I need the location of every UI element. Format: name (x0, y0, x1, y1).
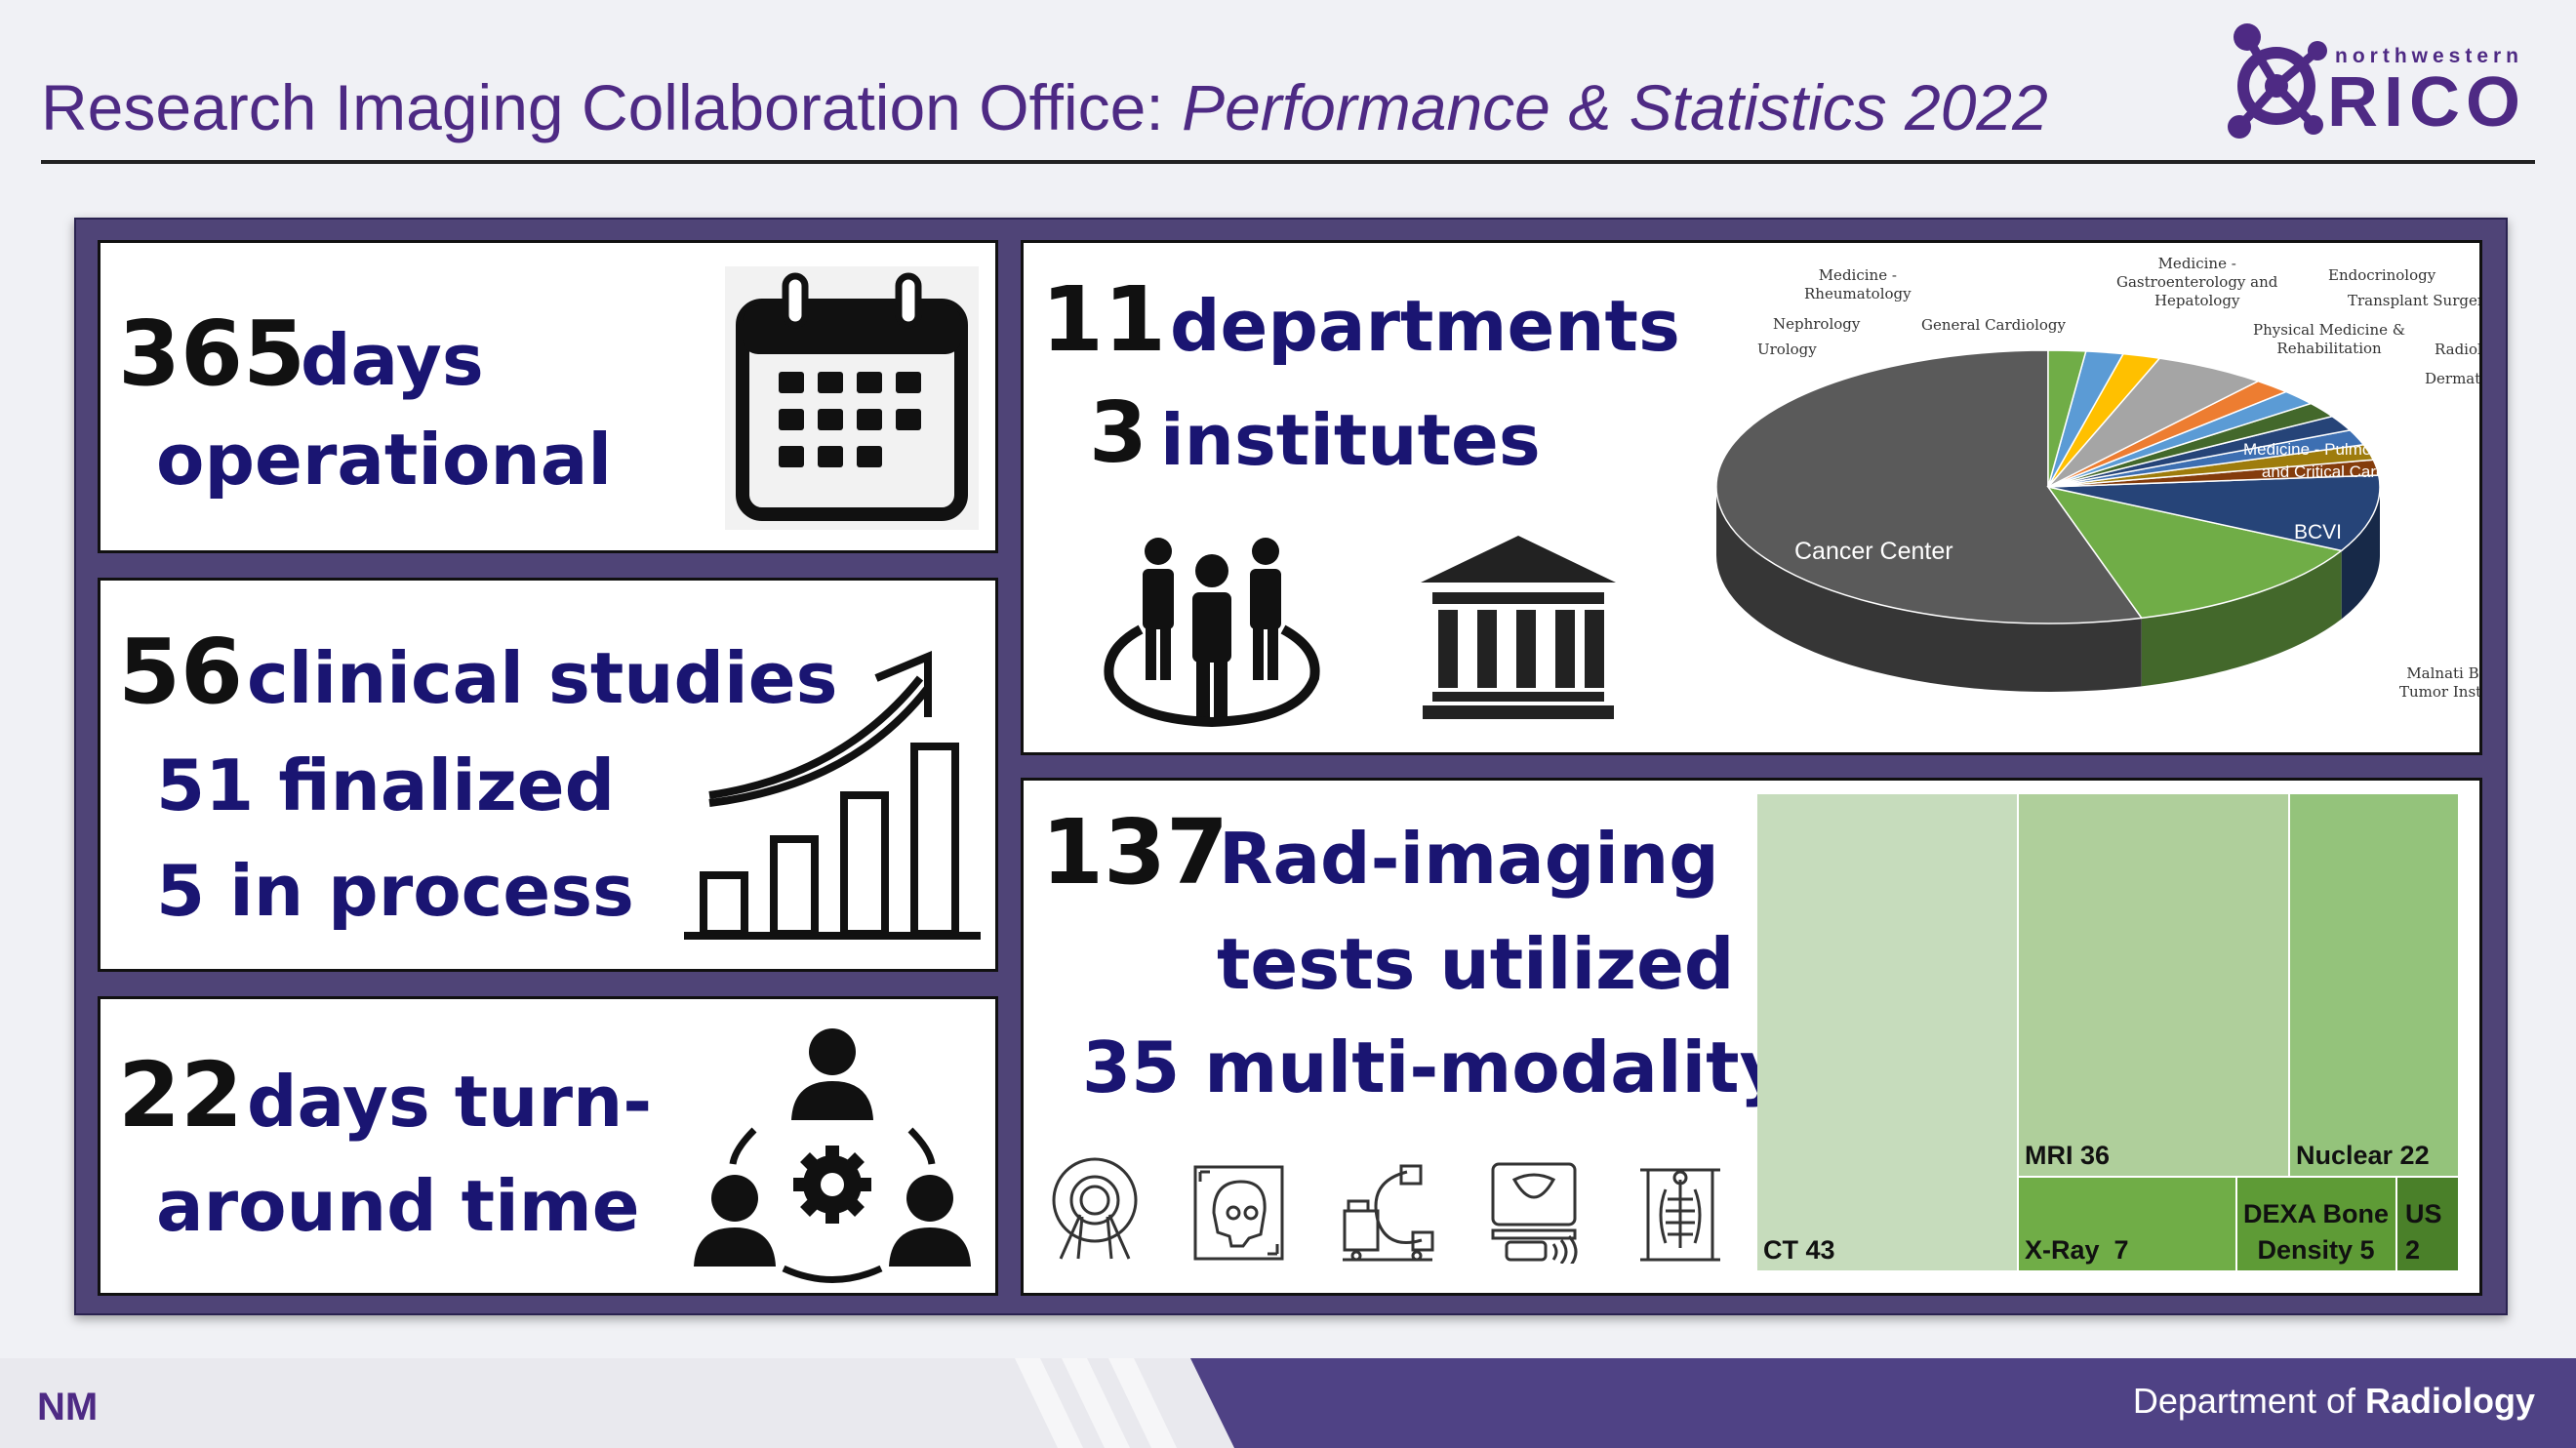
title-plain: Research Imaging Collaboration Office: (41, 71, 1183, 143)
studies-label: clinical studies (247, 637, 838, 719)
days-operational-card: 365 days operational (98, 240, 998, 553)
operational-label: operational (156, 419, 613, 501)
title-divider (41, 160, 2535, 164)
pie-slice-13 (2047, 349, 2087, 488)
turnaround-card: 22 days turn- around time (98, 996, 998, 1296)
department-name: Department of Radiology (2133, 1381, 2535, 1422)
treemap-dexa: DEXA Bone Density 5 (2237, 1178, 2397, 1272)
label-rheumatology: Medicine - Rheumatology (1804, 266, 1912, 302)
stats-panel: 365 days operational 56 clinical studies… (74, 218, 2508, 1315)
department-bold: Radiology (2364, 1381, 2535, 1421)
departments-number: 11 (1041, 267, 1167, 372)
treemap-ct: CT 43 (1757, 794, 2019, 1272)
label-radiology: Radiology (2435, 341, 2482, 358)
finalized-label: 51 finalized (156, 744, 616, 826)
treemap-ct-label: CT 43 (1763, 1235, 1835, 1265)
imaging-label-3: 35 multi-modality (1082, 1026, 1786, 1108)
turnaround-number: 22 (118, 1043, 244, 1147)
modality-icons (1041, 1156, 1724, 1273)
chest-xray-icon (1640, 1168, 1720, 1262)
label-transplant: Transplant Surgery (2348, 292, 2482, 309)
c-arm-icon (1343, 1164, 1434, 1262)
treemap-xray-label: X-Ray 7 (2025, 1235, 2129, 1265)
imaging-label-1: Rad-imaging (1219, 818, 1719, 900)
logo-sub: northwestern (2335, 45, 2524, 67)
logo-main: RICO (2327, 63, 2526, 141)
label-cancer: Cancer Center (1794, 538, 1953, 565)
in-process-label: 5 in process (156, 850, 634, 932)
treemap-mri: MRI 36 (2019, 794, 2290, 1178)
imaging-label-2: tests utilized (1217, 923, 1735, 1005)
growth-chart-icon (684, 651, 981, 940)
treemap-mri-label: MRI 36 (2025, 1141, 2111, 1170)
ultrasound-icon (1491, 1162, 1578, 1264)
team-gear-icon (694, 1028, 971, 1283)
footer (0, 1358, 2576, 1448)
people-group-icon (1104, 538, 1320, 727)
turnaround-label-1: days turn- (247, 1061, 653, 1143)
departments-label: departments (1170, 285, 1680, 367)
label-pulmonary: Medicine - Pulmonary and Critical Care (2243, 440, 2404, 481)
label-gastro: Medicine - Gastroenterology and Hepatolo… (2116, 255, 2278, 309)
departments-card: 11 departments 3 institutes Medicine - R… (1021, 240, 2482, 755)
pie-slice-2 (2047, 474, 2381, 552)
treemap-us: US 2 (2397, 1178, 2460, 1272)
label-nephrology: Nephrology (1773, 315, 1861, 333)
treemap-xray: X-Ray 7 (2019, 1178, 2237, 1272)
pie-slice-0 (1715, 349, 2144, 624)
label-cardiology: General Cardiology (1921, 316, 2067, 334)
label-dermatology: Dermatology (2425, 370, 2481, 387)
institutes-label: institutes (1160, 399, 1541, 481)
studies-number: 56 (118, 620, 244, 724)
turnaround-label-2: around time (156, 1165, 640, 1247)
institutes-number: 3 (1089, 384, 1147, 482)
treemap-nuclear-label: Nuclear 22 (2296, 1141, 2430, 1170)
skull-xray-icon (1193, 1165, 1284, 1261)
department-prefix: Department of (2132, 1381, 2365, 1421)
imaging-card: 137 Rad-imaging tests utilized 35 multi-… (1021, 778, 2482, 1296)
treemap-nuclear: Nuclear 22 (2290, 794, 2460, 1178)
days-label: days (301, 319, 484, 401)
pie-slice-1 (2046, 485, 2344, 620)
label-bcvi: BCVI (2294, 521, 2343, 543)
modality-treemap: CT 43 MRI 36 Nuclear 22 X-Ray 7 DEXA Bon… (1757, 794, 2460, 1272)
institution-building-icon (1421, 536, 1616, 719)
calendar-icon (725, 266, 979, 530)
pie-side-1 (2141, 550, 2342, 687)
page-title: Research Imaging Collaboration Office: P… (41, 70, 2048, 144)
treemap-us-label: US 2 (2405, 1199, 2442, 1265)
rico-logo: northwestern RICO (2220, 21, 2520, 148)
pie-side-0 (1716, 487, 2142, 692)
label-endocrinology: Endocrinology (2328, 266, 2436, 284)
label-malnati: Malnati Brain Tumor Institute (2399, 664, 2482, 701)
rico-logo-mark-icon (2228, 23, 2327, 139)
mri-scanner-icon (1052, 1157, 1138, 1260)
days-number: 365 (118, 302, 306, 406)
clinical-studies-card: 56 clinical studies 51 finalized 5 in pr… (98, 578, 998, 972)
departments-pie-chart (1715, 349, 2381, 692)
label-urology: Urology (1757, 341, 1817, 358)
nm-logo: NM (37, 1386, 99, 1428)
title-italic: Performance & Statistics 2022 (1182, 71, 2048, 143)
treemap-dexa-label: DEXA Bone Density 5 (2243, 1199, 2390, 1265)
imaging-number: 137 (1041, 800, 1229, 905)
label-physmed: Physical Medicine & Rehabilitation (2253, 321, 2406, 357)
